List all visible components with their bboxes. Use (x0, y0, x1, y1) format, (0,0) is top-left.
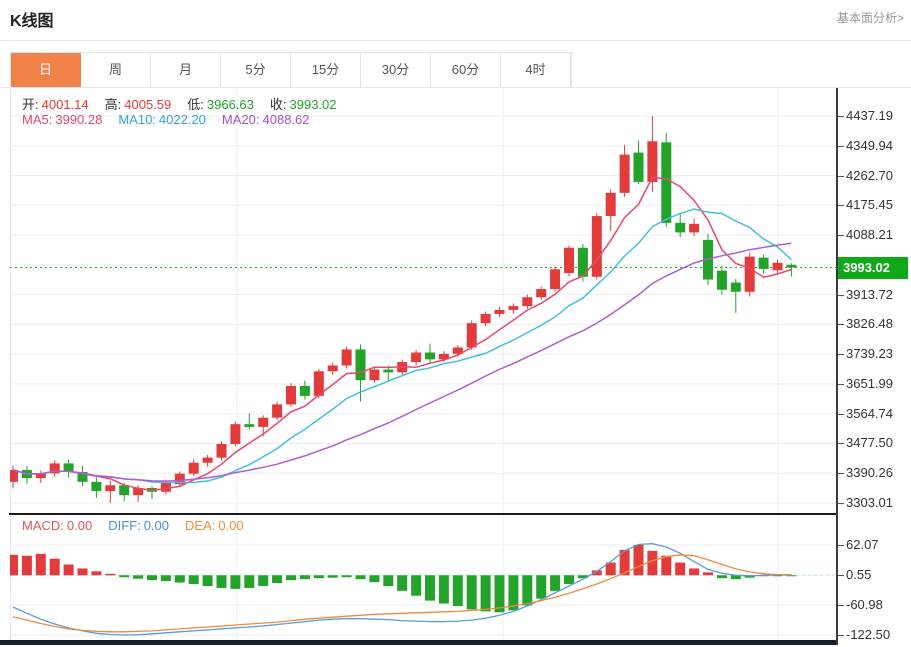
axis-tick (838, 635, 844, 636)
ohlc-legend: 开: 4001.14 高: 4005.59 低: 3966.63 收: 3993.02 (22, 94, 353, 113)
axis-tick (838, 324, 844, 326)
tab-5min[interactable]: 5分 (221, 53, 291, 87)
tab-4hour[interactable]: 4时 (501, 53, 571, 87)
axis-label: 0.55 (846, 566, 872, 582)
legend-item: MA20: 4088.62 (221, 112, 310, 127)
tab-day[interactable]: 日 (11, 53, 81, 87)
axis-label: 3303.01 (846, 495, 893, 510)
axis-label: -122.50 (846, 627, 891, 642)
axis-tick (838, 383, 844, 385)
axis-tick (838, 294, 844, 296)
axis-label: 3739.23 (846, 346, 893, 362)
legend-item: 开: 4001.14 (22, 97, 89, 112)
axis-label: 62.07 (846, 537, 879, 552)
axis-label: 4437.19 (846, 108, 893, 123)
axis-tick (838, 574, 844, 576)
chart-bottom-bar (0, 640, 836, 645)
legend-item: 高: 4005.59 (104, 97, 172, 112)
macd-legend: MACD: 0.00 DIFF: 0.00 DEA: 0.00 (22, 518, 260, 533)
legend-item: DEA: 0.00 (185, 518, 244, 533)
tab-15min[interactable]: 15分 (291, 53, 361, 87)
axis-tick (838, 205, 844, 207)
axis-label: 3826.48 (846, 316, 893, 332)
axis-tick (838, 145, 844, 147)
axis-tick (838, 473, 844, 475)
price-axis-line (836, 88, 838, 645)
axis-label: 3913.72 (846, 286, 893, 302)
axis-tick (838, 503, 844, 504)
axis-tick (838, 354, 844, 356)
axis-label: 3564.74 (846, 405, 893, 421)
candlestick-chart[interactable] (10, 88, 836, 513)
axis-label: 3390.26 (846, 465, 893, 481)
axis-tick (838, 175, 844, 177)
plot-left-border (10, 88, 11, 640)
axis-tick (838, 413, 844, 415)
axis-label: 4175.45 (846, 197, 893, 213)
axis-tick (838, 235, 844, 237)
ma-legend: MA5: 3990.28 MA10: 4022.20 MA20: 4088.62 (22, 112, 326, 127)
axis-label: 4349.94 (846, 137, 893, 153)
tab-60min[interactable]: 60分 (431, 53, 501, 87)
axis-label: 3651.99 (846, 375, 893, 391)
axis-label: -60.98 (846, 597, 883, 612)
header-divider (0, 40, 911, 41)
legend-item: MA5: 3990.28 (22, 112, 103, 127)
tab-30min[interactable]: 30分 (361, 53, 431, 87)
current-price-value: 3993.02 (843, 259, 890, 275)
fundamental-analysis-link[interactable]: 基本面分析> (836, 11, 904, 25)
legend-item: MACD: 0.00 (22, 518, 93, 533)
axis-tick (838, 443, 844, 445)
tab-month[interactable]: 月 (151, 53, 221, 87)
axis-label: 4262.70 (846, 167, 893, 183)
legend-item: MA10: 4022.20 (118, 112, 206, 127)
axis-tick (838, 605, 844, 606)
axis-tick (838, 545, 844, 546)
legend-item: 低: 3966.63 (187, 97, 254, 112)
legend-item: 收: 3993.02 (269, 97, 337, 112)
axis-label: 4088.21 (846, 227, 893, 243)
interval-tabbar: 日周月 5分 15分 30分 60分 4时 (10, 52, 572, 88)
pane-separator (9, 513, 836, 515)
tab-week[interactable]: 周 (81, 53, 151, 87)
axis-tick (838, 116, 844, 117)
legend-item: DIFF: 0.00 (108, 518, 170, 533)
page-title: K线图 (10, 13, 54, 30)
macd-chart[interactable] (10, 515, 836, 640)
axis-label: 3477.50 (846, 435, 893, 451)
current-price-tag: 3993.02 (838, 256, 908, 279)
